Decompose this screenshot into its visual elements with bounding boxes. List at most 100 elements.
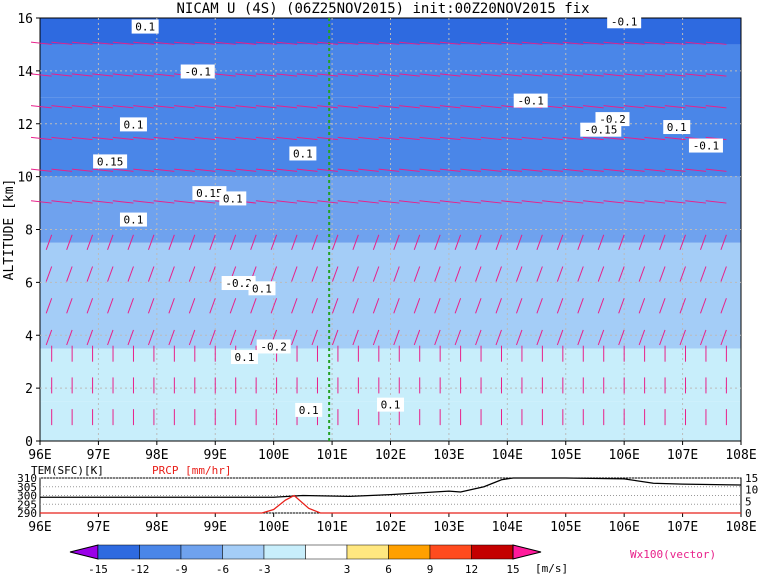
wind-arrow	[521, 73, 543, 77]
wind-arrow	[562, 105, 584, 109]
wind-arrow	[577, 329, 584, 346]
x-tick-label: 102E	[375, 448, 406, 463]
wind-arrow	[597, 298, 605, 314]
colorbar-level: 15	[506, 563, 519, 575]
wind-arrow	[398, 105, 420, 109]
wind-arrow	[30, 41, 52, 45]
wind-arrow	[194, 168, 216, 172]
wind-arrow	[147, 329, 155, 346]
tem-line	[40, 477, 742, 498]
wind-arrow	[659, 298, 666, 314]
wind-arrow	[700, 234, 707, 250]
wind-arrow	[679, 298, 686, 314]
wind-arrow	[311, 234, 318, 250]
wind-arrow	[51, 73, 73, 77]
wind-arrow	[419, 73, 441, 77]
wind-arrow	[638, 234, 646, 250]
colorbar-unit: [m/s]	[535, 562, 568, 575]
sub-left-label: TEM(SFC)[K]	[31, 464, 104, 477]
wind-arrow	[30, 168, 52, 172]
contour-label-bg	[513, 93, 548, 108]
wind-arrow	[317, 168, 338, 172]
wind-arrow	[276, 41, 298, 45]
contour-label-bg	[93, 154, 128, 169]
y-tick-label: 8	[25, 224, 33, 239]
wind-arrow	[291, 266, 298, 282]
wind-arrow	[460, 73, 482, 77]
wind-arrow	[133, 200, 154, 204]
x-tick-label: 105E	[550, 448, 581, 463]
wind-arrow	[705, 41, 727, 45]
wind-arrow	[398, 200, 420, 204]
colorbar-swatch	[305, 544, 348, 560]
wind-arrow	[480, 105, 502, 109]
wind-arrow	[276, 105, 298, 109]
wind-arrow	[250, 329, 257, 346]
wind-arrow	[107, 234, 114, 250]
wind-arrow	[439, 200, 461, 204]
sub-x-tick-label: 101E	[316, 520, 347, 535]
wind-arrow	[250, 298, 257, 314]
wind-arrow	[705, 200, 727, 204]
wind-arrow	[495, 266, 502, 282]
wind-arrow	[603, 105, 625, 109]
contour-label: 0.1	[667, 121, 687, 134]
contour-label-bg	[607, 14, 642, 29]
wind-arrow	[480, 200, 502, 204]
wind-arrow	[659, 234, 666, 250]
wind-arrow	[51, 136, 73, 141]
wind-arrow	[720, 298, 727, 314]
wind-arrow	[521, 136, 543, 141]
wind-arrow	[705, 136, 727, 141]
contour-label: 0.1	[299, 404, 319, 417]
wind-arrow	[638, 298, 646, 314]
wind-arrow	[659, 266, 666, 282]
wind-arrow	[460, 200, 482, 204]
wind-arrow	[480, 168, 502, 172]
colorbar-level: 9	[427, 563, 434, 575]
wind-arrow	[255, 105, 277, 109]
contour-label-bg	[688, 138, 723, 153]
y-tick-label: 0	[25, 435, 33, 450]
wind-arrow	[542, 136, 563, 141]
wind-arrow	[296, 73, 318, 77]
wind-arrow	[536, 234, 543, 250]
wind-arrow	[679, 266, 686, 282]
wind-arrow	[153, 168, 175, 172]
contour-label: -0.2	[260, 340, 287, 353]
colorbar-swatch	[388, 544, 431, 560]
wind-arrow	[92, 73, 114, 77]
wind-arrow	[214, 105, 236, 109]
wind-arrow	[188, 329, 196, 346]
wind-arrow	[413, 266, 421, 282]
wind-arrow	[352, 329, 359, 346]
contour-label-bg	[119, 117, 147, 132]
wind-arrow	[188, 234, 196, 250]
wind-arrow	[582, 136, 604, 141]
wind-arrow	[337, 73, 359, 77]
wind-arrow	[296, 136, 318, 141]
wind-arrow	[705, 168, 727, 172]
wind-arrow	[235, 168, 257, 172]
wind-arrow	[86, 329, 94, 346]
wind-arrow	[439, 105, 461, 109]
wind-arrow	[562, 168, 584, 172]
wind-arrow	[582, 168, 604, 172]
wind-arrow	[536, 266, 543, 282]
wind-arrow	[475, 298, 482, 314]
wind-arrow	[311, 298, 318, 314]
wind-arrow	[358, 136, 379, 141]
wind-arrow	[685, 41, 707, 45]
wind-arrow	[618, 266, 625, 282]
contour-label-bg	[289, 146, 317, 161]
wind-arrow	[311, 266, 318, 282]
sub-x-tick-label: 106E	[609, 520, 640, 535]
wind-arrow	[700, 329, 707, 346]
wind-arrow	[153, 200, 175, 204]
wind-arrow	[582, 105, 604, 109]
wind-arrow	[168, 234, 175, 250]
wind-arrow	[562, 73, 584, 77]
wind-arrow	[521, 41, 543, 45]
wind-arrow	[413, 298, 421, 314]
wind-arrow	[127, 234, 134, 250]
